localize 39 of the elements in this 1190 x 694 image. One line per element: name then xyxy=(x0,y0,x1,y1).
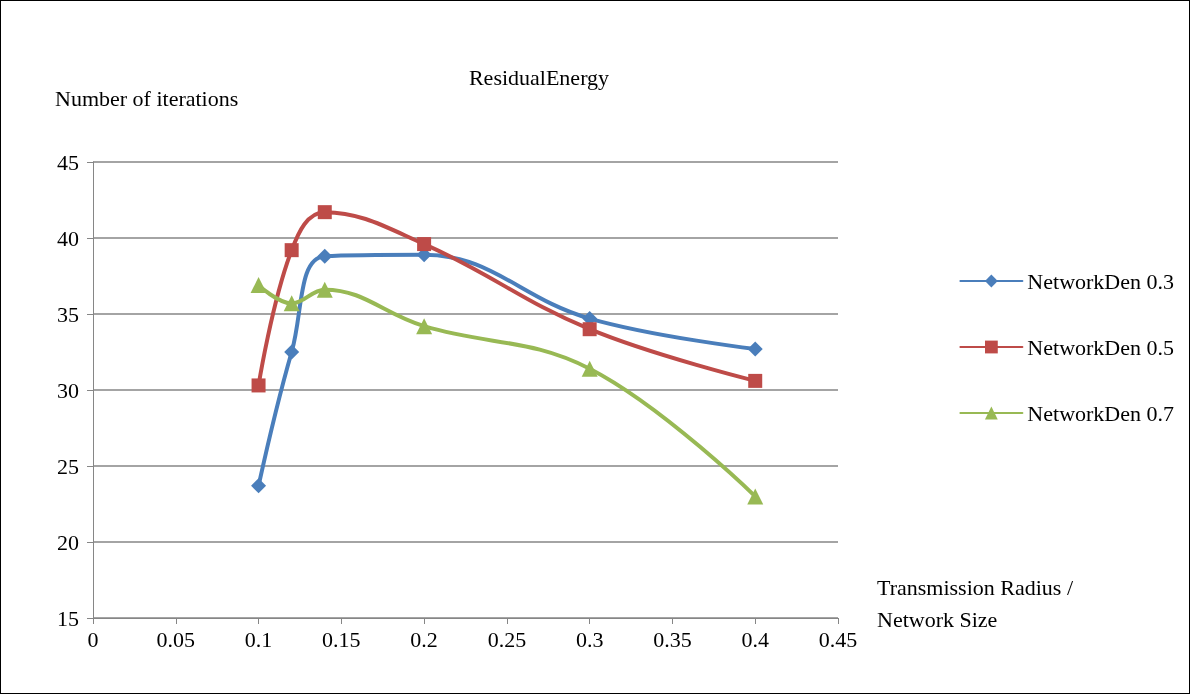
x-tick-label: 0.35 xyxy=(653,626,692,652)
point xyxy=(747,488,764,505)
point xyxy=(251,478,267,494)
point xyxy=(748,373,763,388)
x-tick-label: 0.15 xyxy=(322,626,361,652)
legend-label: NetworkDen 0.3 xyxy=(1027,268,1175,294)
y-tick-label: 20 xyxy=(57,529,79,555)
x-tick-label: 0.05 xyxy=(156,626,196,652)
legend-label: NetworkDen 0.7 xyxy=(1027,400,1175,426)
y-tick-label: 35 xyxy=(57,301,79,327)
y-tick-label: 40 xyxy=(57,225,79,251)
point xyxy=(317,248,333,264)
x-tick-label: 0.3 xyxy=(575,626,604,652)
point xyxy=(251,378,266,393)
point xyxy=(284,243,299,258)
x-tick-label: 0.4 xyxy=(741,626,769,652)
x-axis-title: Transmission Radius / Network Size xyxy=(877,574,1079,632)
y-tick-label: 15 xyxy=(57,605,79,631)
point xyxy=(250,277,267,294)
point xyxy=(416,318,433,335)
x-tick-label: 0.1 xyxy=(244,626,273,652)
legend-label: NetworkDen 0.5 xyxy=(1027,334,1175,360)
point xyxy=(317,205,332,220)
y-axis-title: Number of iterations xyxy=(55,85,239,111)
chart-title: ResidualEnergy xyxy=(468,64,610,90)
x-tick-label: 0.45 xyxy=(818,626,858,652)
x-tick-label: 0.25 xyxy=(487,626,527,652)
point xyxy=(747,341,763,357)
y-tick-label: 45 xyxy=(57,149,79,175)
point xyxy=(417,237,432,252)
point xyxy=(284,344,300,360)
y-tick-label: 25 xyxy=(57,453,79,479)
x-tick-label: 0 xyxy=(87,626,99,652)
point xyxy=(582,322,597,337)
point xyxy=(316,281,333,298)
y-tick-label: 30 xyxy=(57,377,79,403)
x-tick-label: 0.2 xyxy=(410,626,438,652)
point xyxy=(283,295,300,312)
point xyxy=(581,360,598,377)
